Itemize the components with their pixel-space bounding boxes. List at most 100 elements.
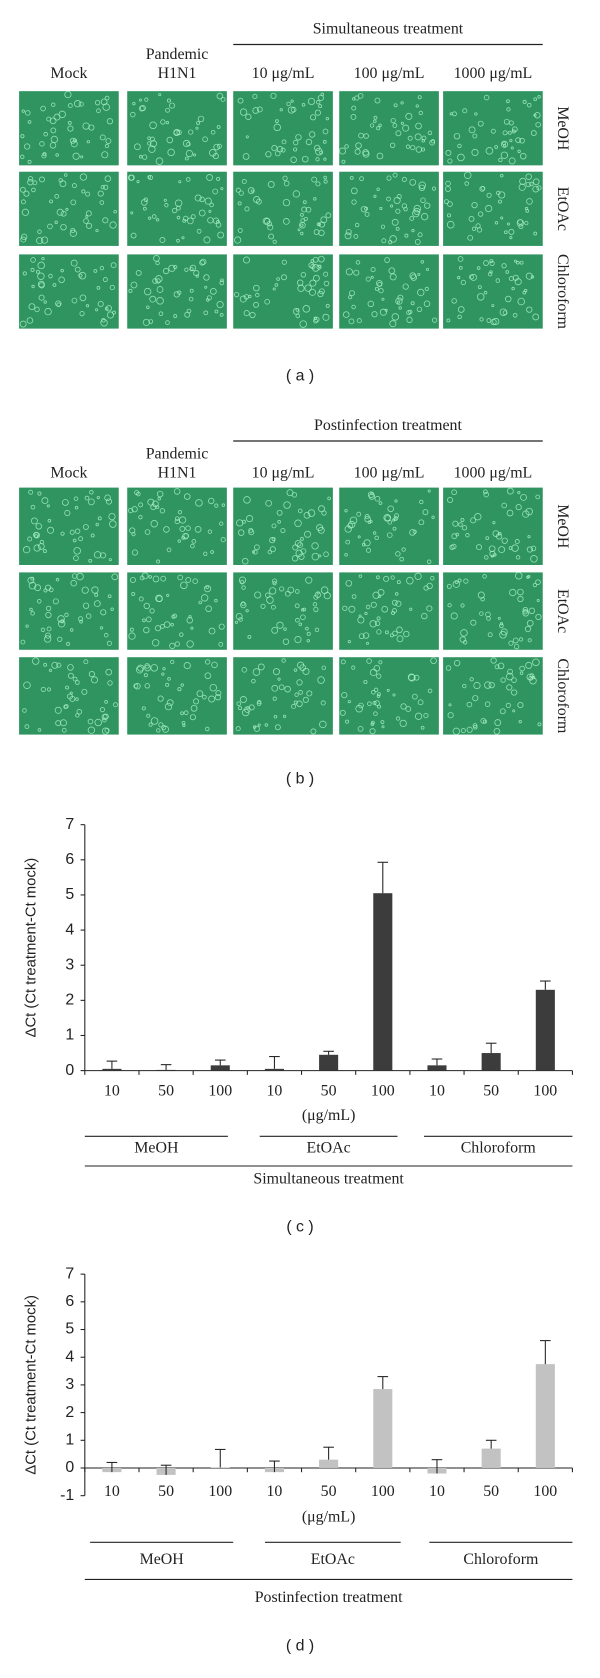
cell (99, 265, 105, 271)
cell (102, 103, 110, 111)
cell (176, 238, 180, 243)
cell (196, 121, 200, 125)
cell (204, 672, 212, 680)
cell (518, 637, 524, 642)
cell (30, 517, 38, 525)
cell (138, 105, 145, 112)
cell (317, 222, 321, 226)
cell (85, 222, 93, 229)
cell (219, 312, 224, 317)
cell (218, 641, 224, 647)
cell (271, 684, 279, 692)
cell (300, 614, 306, 621)
cell (161, 724, 167, 731)
cell (267, 224, 274, 231)
cell (407, 135, 413, 141)
y-tick-label: 1 (65, 1027, 74, 1044)
cell (322, 139, 327, 144)
cell (406, 576, 414, 585)
cell (183, 493, 191, 500)
group-label: MeOH (140, 1551, 185, 1568)
cell (525, 507, 533, 516)
cell (511, 286, 515, 291)
cell (362, 632, 370, 639)
cell (512, 637, 519, 644)
micrograph (127, 171, 227, 246)
cell (280, 147, 286, 153)
cell (42, 152, 47, 157)
cell (400, 703, 407, 710)
cell (499, 708, 506, 715)
x-tick-label: 50 (321, 1483, 337, 1500)
cell (508, 157, 516, 165)
cell (424, 202, 431, 209)
cell (142, 318, 150, 326)
cell (392, 693, 396, 697)
cell (351, 199, 357, 205)
cell (345, 719, 350, 724)
cell (23, 681, 31, 690)
cell (396, 300, 400, 304)
cell (498, 157, 503, 163)
x-tick-label: 10 (429, 1483, 445, 1500)
column-label: 1000 μg/mL (454, 464, 533, 481)
cell (93, 551, 102, 559)
cell (505, 702, 511, 708)
cell (356, 318, 362, 324)
cell (204, 197, 212, 205)
micrograph (127, 572, 227, 650)
cell (387, 505, 395, 513)
cell (413, 674, 420, 681)
cell (355, 260, 361, 265)
micrograph (339, 91, 439, 166)
cell (27, 576, 35, 584)
cell (211, 661, 218, 669)
cell (255, 292, 260, 298)
cell (310, 263, 316, 270)
cell (515, 555, 521, 560)
cell (79, 619, 83, 624)
cell (153, 255, 160, 262)
cell (323, 157, 327, 161)
cell (67, 672, 74, 679)
cell (351, 105, 357, 111)
x-tick-label: 50 (321, 1082, 337, 1099)
bar (481, 1448, 501, 1468)
cell (410, 144, 416, 151)
cell (278, 684, 285, 691)
cell (471, 201, 478, 209)
cell (30, 257, 36, 263)
cell (483, 491, 489, 498)
cell (190, 214, 196, 220)
cell (216, 125, 221, 129)
bar (264, 1068, 284, 1071)
cell (235, 612, 243, 620)
cell (523, 288, 528, 293)
cell (210, 550, 215, 554)
cell (241, 519, 246, 524)
cell (535, 613, 542, 621)
cell (57, 620, 66, 628)
cell (477, 211, 484, 217)
cell (389, 204, 394, 208)
cell (138, 502, 144, 508)
cell (462, 108, 468, 114)
cell (379, 206, 383, 211)
cell (85, 191, 91, 197)
cell (524, 625, 532, 633)
cell (444, 186, 451, 193)
cell (290, 99, 294, 103)
cell (22, 708, 27, 713)
cell (292, 544, 299, 551)
cell (310, 114, 317, 121)
cell (526, 198, 533, 205)
cell (479, 317, 484, 322)
cell (313, 594, 319, 600)
cell (445, 149, 452, 156)
cell (460, 518, 465, 522)
cell (129, 576, 136, 583)
cell (427, 688, 433, 694)
cell (190, 704, 198, 712)
cell (532, 658, 540, 667)
cell (277, 677, 281, 681)
